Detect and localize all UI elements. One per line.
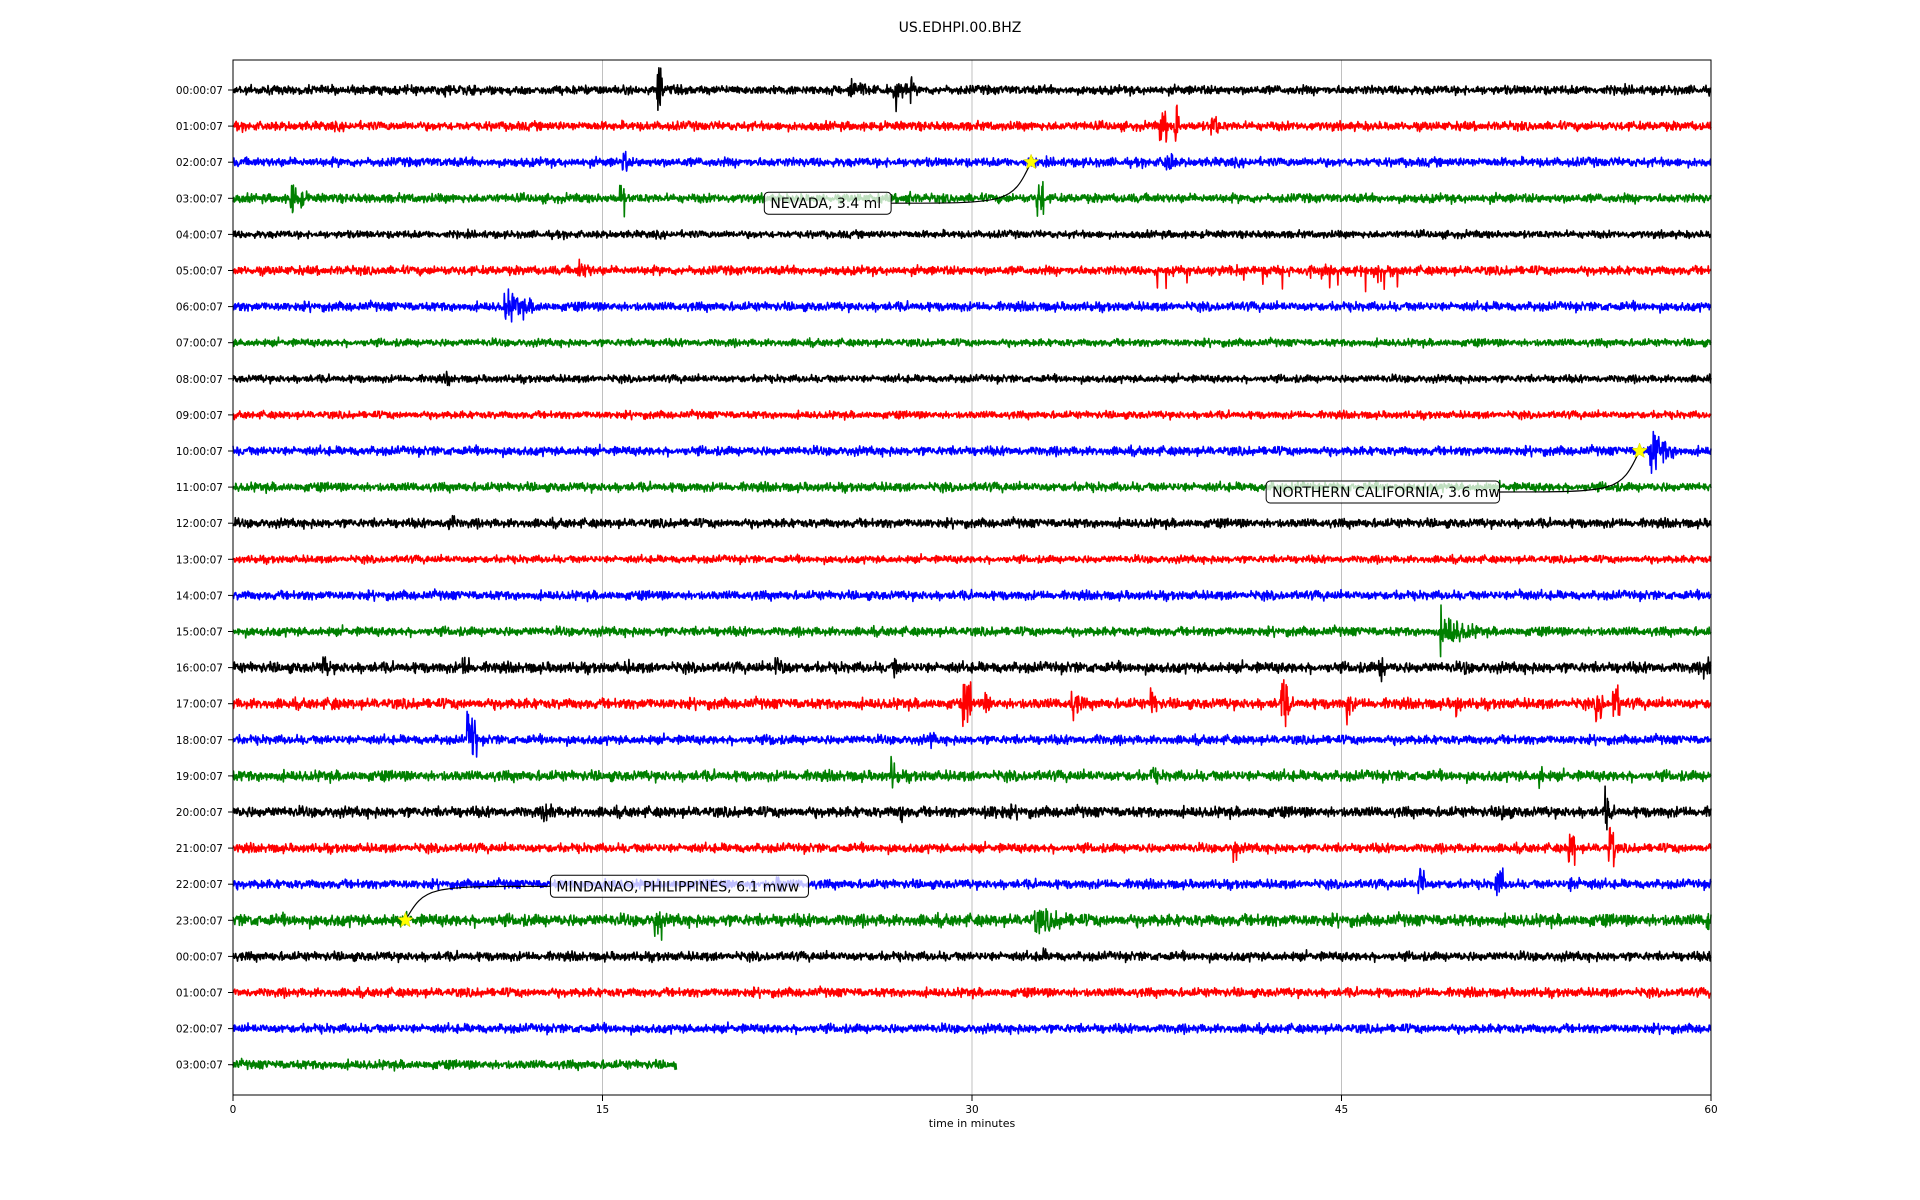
y-tick-label: 16:00:07: [176, 663, 223, 675]
trace-row: [232, 710, 1712, 758]
trace-row: [232, 553, 1712, 566]
y-tick-label: 00:00:07: [176, 85, 223, 97]
annotation-connector: [1499, 450, 1641, 493]
y-tick-label: 07:00:07: [176, 338, 223, 350]
trace-row: [232, 985, 1712, 1000]
y-tick-label: 13:00:07: [176, 554, 223, 566]
event-star-icon: [397, 911, 414, 928]
annotation-connector: [404, 885, 551, 921]
y-tick-label: 21:00:07: [176, 843, 223, 855]
y-tick-label: 06:00:07: [176, 302, 223, 314]
trace-row: [232, 656, 1712, 683]
y-tick-label: 15:00:07: [176, 627, 223, 639]
trace-row: [232, 604, 1712, 658]
x-tick-label: 15: [596, 1104, 609, 1116]
event-star-icon: [1022, 153, 1040, 170]
y-tick-label: 02:00:07: [176, 1024, 223, 1036]
trace-row: [232, 258, 1712, 293]
annotation-box: [763, 191, 892, 215]
trace-row: [232, 1021, 1712, 1036]
annotation-label: MINDANAO, PHILIPPINES, 6.1 mww: [556, 879, 799, 895]
chart-title: US.EDHPI.00.BHZ: [898, 20, 1022, 36]
trace-row: [232, 588, 1712, 603]
y-tick-label: 05:00:07: [176, 266, 223, 278]
trace-row: [232, 288, 1712, 323]
trace-row: [232, 755, 1712, 790]
annotation-box: [1265, 480, 1501, 504]
y-tick-label: 23:00:07: [176, 915, 223, 927]
y-tick-label: 20:00:07: [176, 807, 223, 819]
y-tick-label: 01:00:07: [176, 988, 223, 1000]
trace-row: [232, 336, 1712, 349]
trace-row: [232, 150, 1712, 172]
y-tick-label: 02:00:07: [176, 157, 223, 169]
x-tick-label: 0: [230, 1104, 237, 1116]
trace-row: [232, 908, 1712, 941]
y-tick-label: 08:00:07: [176, 374, 223, 386]
annotation-label: NEVADA, 3.4 ml: [770, 196, 881, 212]
y-tick-label: 18:00:07: [176, 735, 223, 747]
x-tick-label: 45: [1335, 1104, 1348, 1116]
y-tick-label: 17:00:07: [176, 699, 223, 711]
y-tick-label: 03:00:07: [176, 193, 223, 205]
y-tick-label: 03:00:07: [176, 1060, 223, 1072]
trace-row: [232, 67, 1712, 113]
y-tick-label: 09:00:07: [176, 410, 223, 422]
trace-row: [232, 180, 1712, 218]
trace-row: [232, 785, 1712, 831]
y-tick-label: 22:00:07: [176, 879, 223, 891]
y-tick-label: 01:00:07: [176, 121, 223, 133]
trace-row: [232, 104, 1712, 143]
y-tick-label: 11:00:07: [176, 482, 223, 494]
trace-row: [232, 867, 1712, 897]
x-axis-label: time in minutes: [928, 1117, 1016, 1130]
trace-row: [232, 430, 1712, 474]
x-tick-label: 30: [965, 1104, 978, 1116]
y-tick-label: 04:00:07: [176, 229, 223, 241]
trace-row: [232, 228, 1712, 241]
event-star-icon: [1631, 442, 1648, 459]
trace-row: [232, 408, 1712, 421]
trace-row: [232, 826, 1712, 868]
y-tick-label: 12:00:07: [176, 518, 223, 530]
annotation-connector: [891, 161, 1032, 204]
trace-row: [232, 1057, 678, 1072]
y-tick-label: 00:00:07: [176, 951, 223, 963]
y-tick-label: 10:00:07: [176, 446, 223, 458]
annotation-label: NORTHERN CALIFORNIA, 3.6 mw: [1272, 485, 1500, 501]
y-tick-label: 19:00:07: [176, 771, 223, 783]
trace-row: [232, 514, 1712, 531]
x-tick-label: 60: [1704, 1104, 1717, 1116]
trace-row: [232, 679, 1712, 728]
trace-row: [232, 947, 1712, 964]
trace-row: [232, 370, 1712, 387]
y-tick-label: 14:00:07: [176, 590, 223, 602]
annotation-box: [549, 874, 809, 898]
